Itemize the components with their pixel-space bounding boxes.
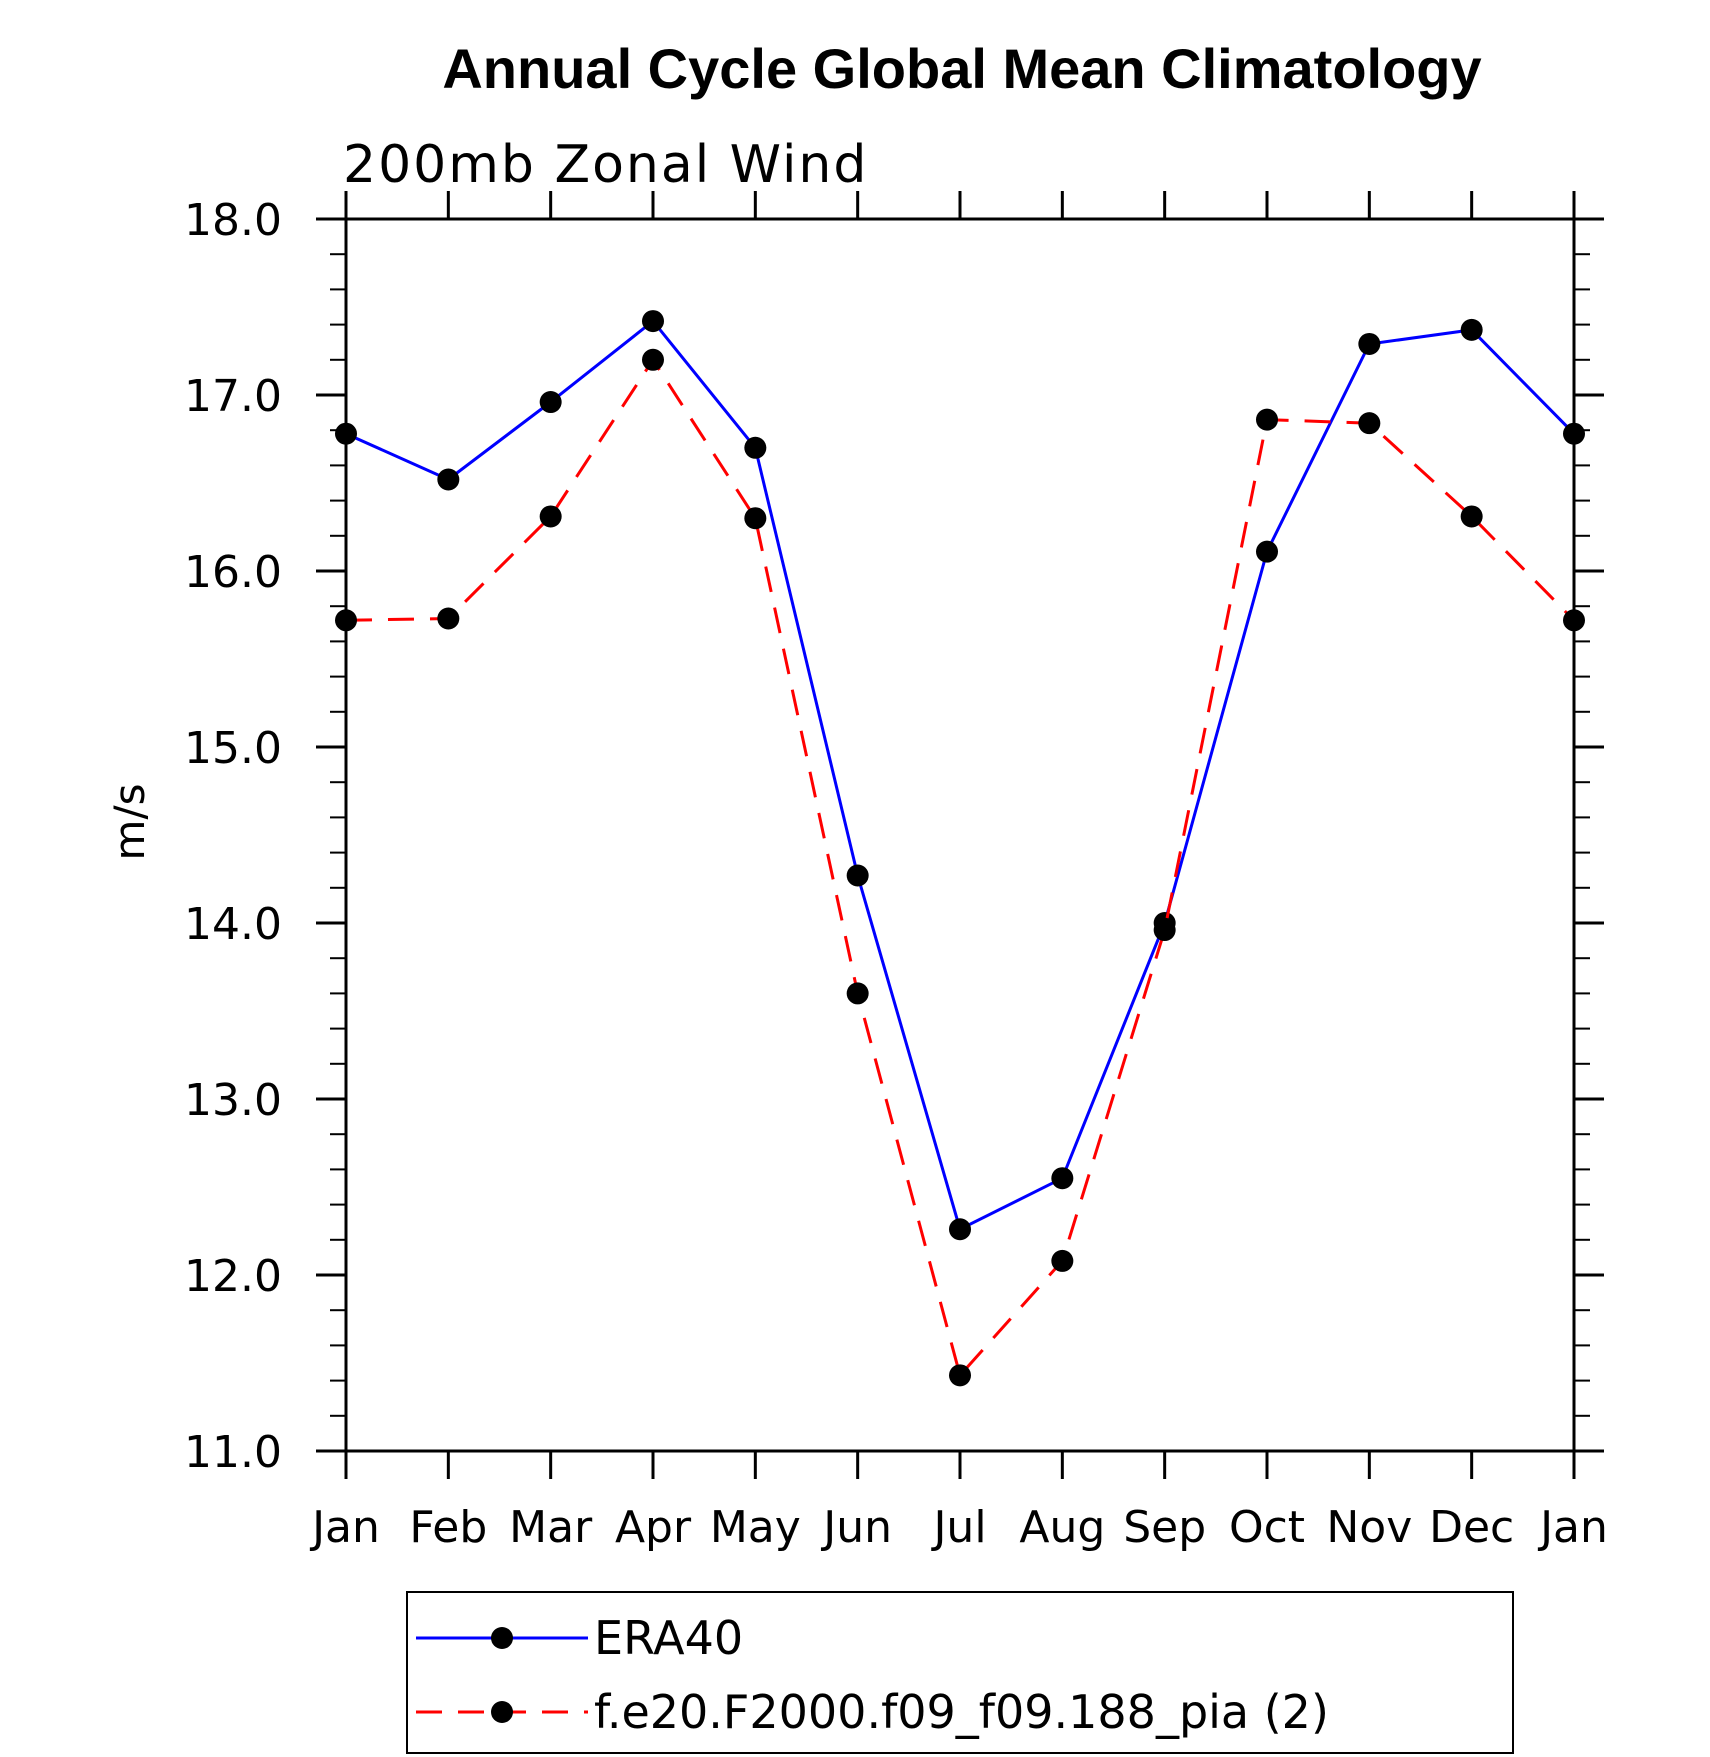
x-tick-label: Jul [930, 1502, 986, 1553]
x-tick-label: Aug [1019, 1502, 1105, 1553]
data-point [539, 391, 562, 414]
legend: ERA40 f.e20.F2000.f09_f09.188_pia (2) [406, 1591, 1514, 1754]
data-point [846, 982, 869, 1005]
legend-box [406, 1591, 1514, 1754]
axis-ticks [316, 191, 1604, 1479]
legend-label-model: f.e20.F2000.f09_f09.188_pia (2) [594, 1685, 1329, 1739]
x-tick-label: Nov [1326, 1502, 1412, 1553]
data-point [1051, 1249, 1074, 1272]
y-tick-label: 16.0 [184, 547, 282, 598]
chart-title: Annual Cycle Global Mean Climatology [442, 37, 1481, 100]
data-point [642, 348, 664, 371]
data-point [1256, 408, 1278, 431]
legend-marker-era40 [491, 1627, 513, 1649]
data-point [1153, 919, 1176, 942]
data-point [437, 607, 460, 630]
data-point [744, 507, 767, 530]
x-tick-label: Jan [1537, 1502, 1608, 1553]
y-tick-label: 11.0 [184, 1427, 282, 1478]
y-tick-label: 15.0 [184, 723, 282, 774]
x-tick-label: Dec [1429, 1502, 1514, 1553]
series-1 [335, 348, 1585, 1387]
series-layer [335, 310, 1585, 1387]
y-tick-labels: 11.0 12.0 13.0 14.0 15.0 16.0 17.0 18.0 [184, 195, 282, 1478]
legend-marker-model [491, 1701, 513, 1723]
data-point [744, 436, 767, 459]
data-point [1460, 505, 1483, 528]
series-line [345, 319, 1576, 1232]
data-point [437, 468, 460, 491]
data-point [846, 864, 869, 887]
data-point [1256, 540, 1278, 563]
x-tick-label: Apr [615, 1502, 692, 1553]
x-tick-label: Jun [820, 1502, 892, 1553]
x-tick-label: May [710, 1502, 801, 1553]
chart-subtitle: 200mb Zonal Wind [343, 135, 868, 195]
data-point [1358, 332, 1381, 355]
y-tick-label: 14.0 [184, 899, 282, 950]
data-point [1051, 1167, 1074, 1190]
x-tick-label: Feb [409, 1502, 487, 1553]
y-axis-label: m/s [105, 784, 154, 861]
y-tick-label: 18.0 [184, 195, 282, 246]
data-point [539, 505, 562, 528]
data-point [949, 1364, 971, 1387]
data-point [949, 1218, 971, 1241]
data-point [642, 310, 664, 333]
y-tick-label: 17.0 [184, 371, 282, 422]
x-tick-label: Oct [1229, 1502, 1305, 1553]
data-point [1358, 412, 1381, 435]
x-tick-label: Jan [309, 1502, 380, 1553]
x-tick-labels: Jan Feb Mar Apr May Jun Jul Aug Sep Oct Nov Dec Jan [309, 1502, 1608, 1553]
data-point [1460, 318, 1483, 341]
legend-label-era40: ERA40 [594, 1611, 743, 1665]
y-tick-label: 12.0 [184, 1251, 282, 1302]
plot-frame [344, 217, 1576, 1453]
x-tick-label: Mar [509, 1502, 593, 1553]
x-tick-label: Sep [1123, 1502, 1206, 1553]
y-tick-label: 13.0 [184, 1075, 282, 1126]
